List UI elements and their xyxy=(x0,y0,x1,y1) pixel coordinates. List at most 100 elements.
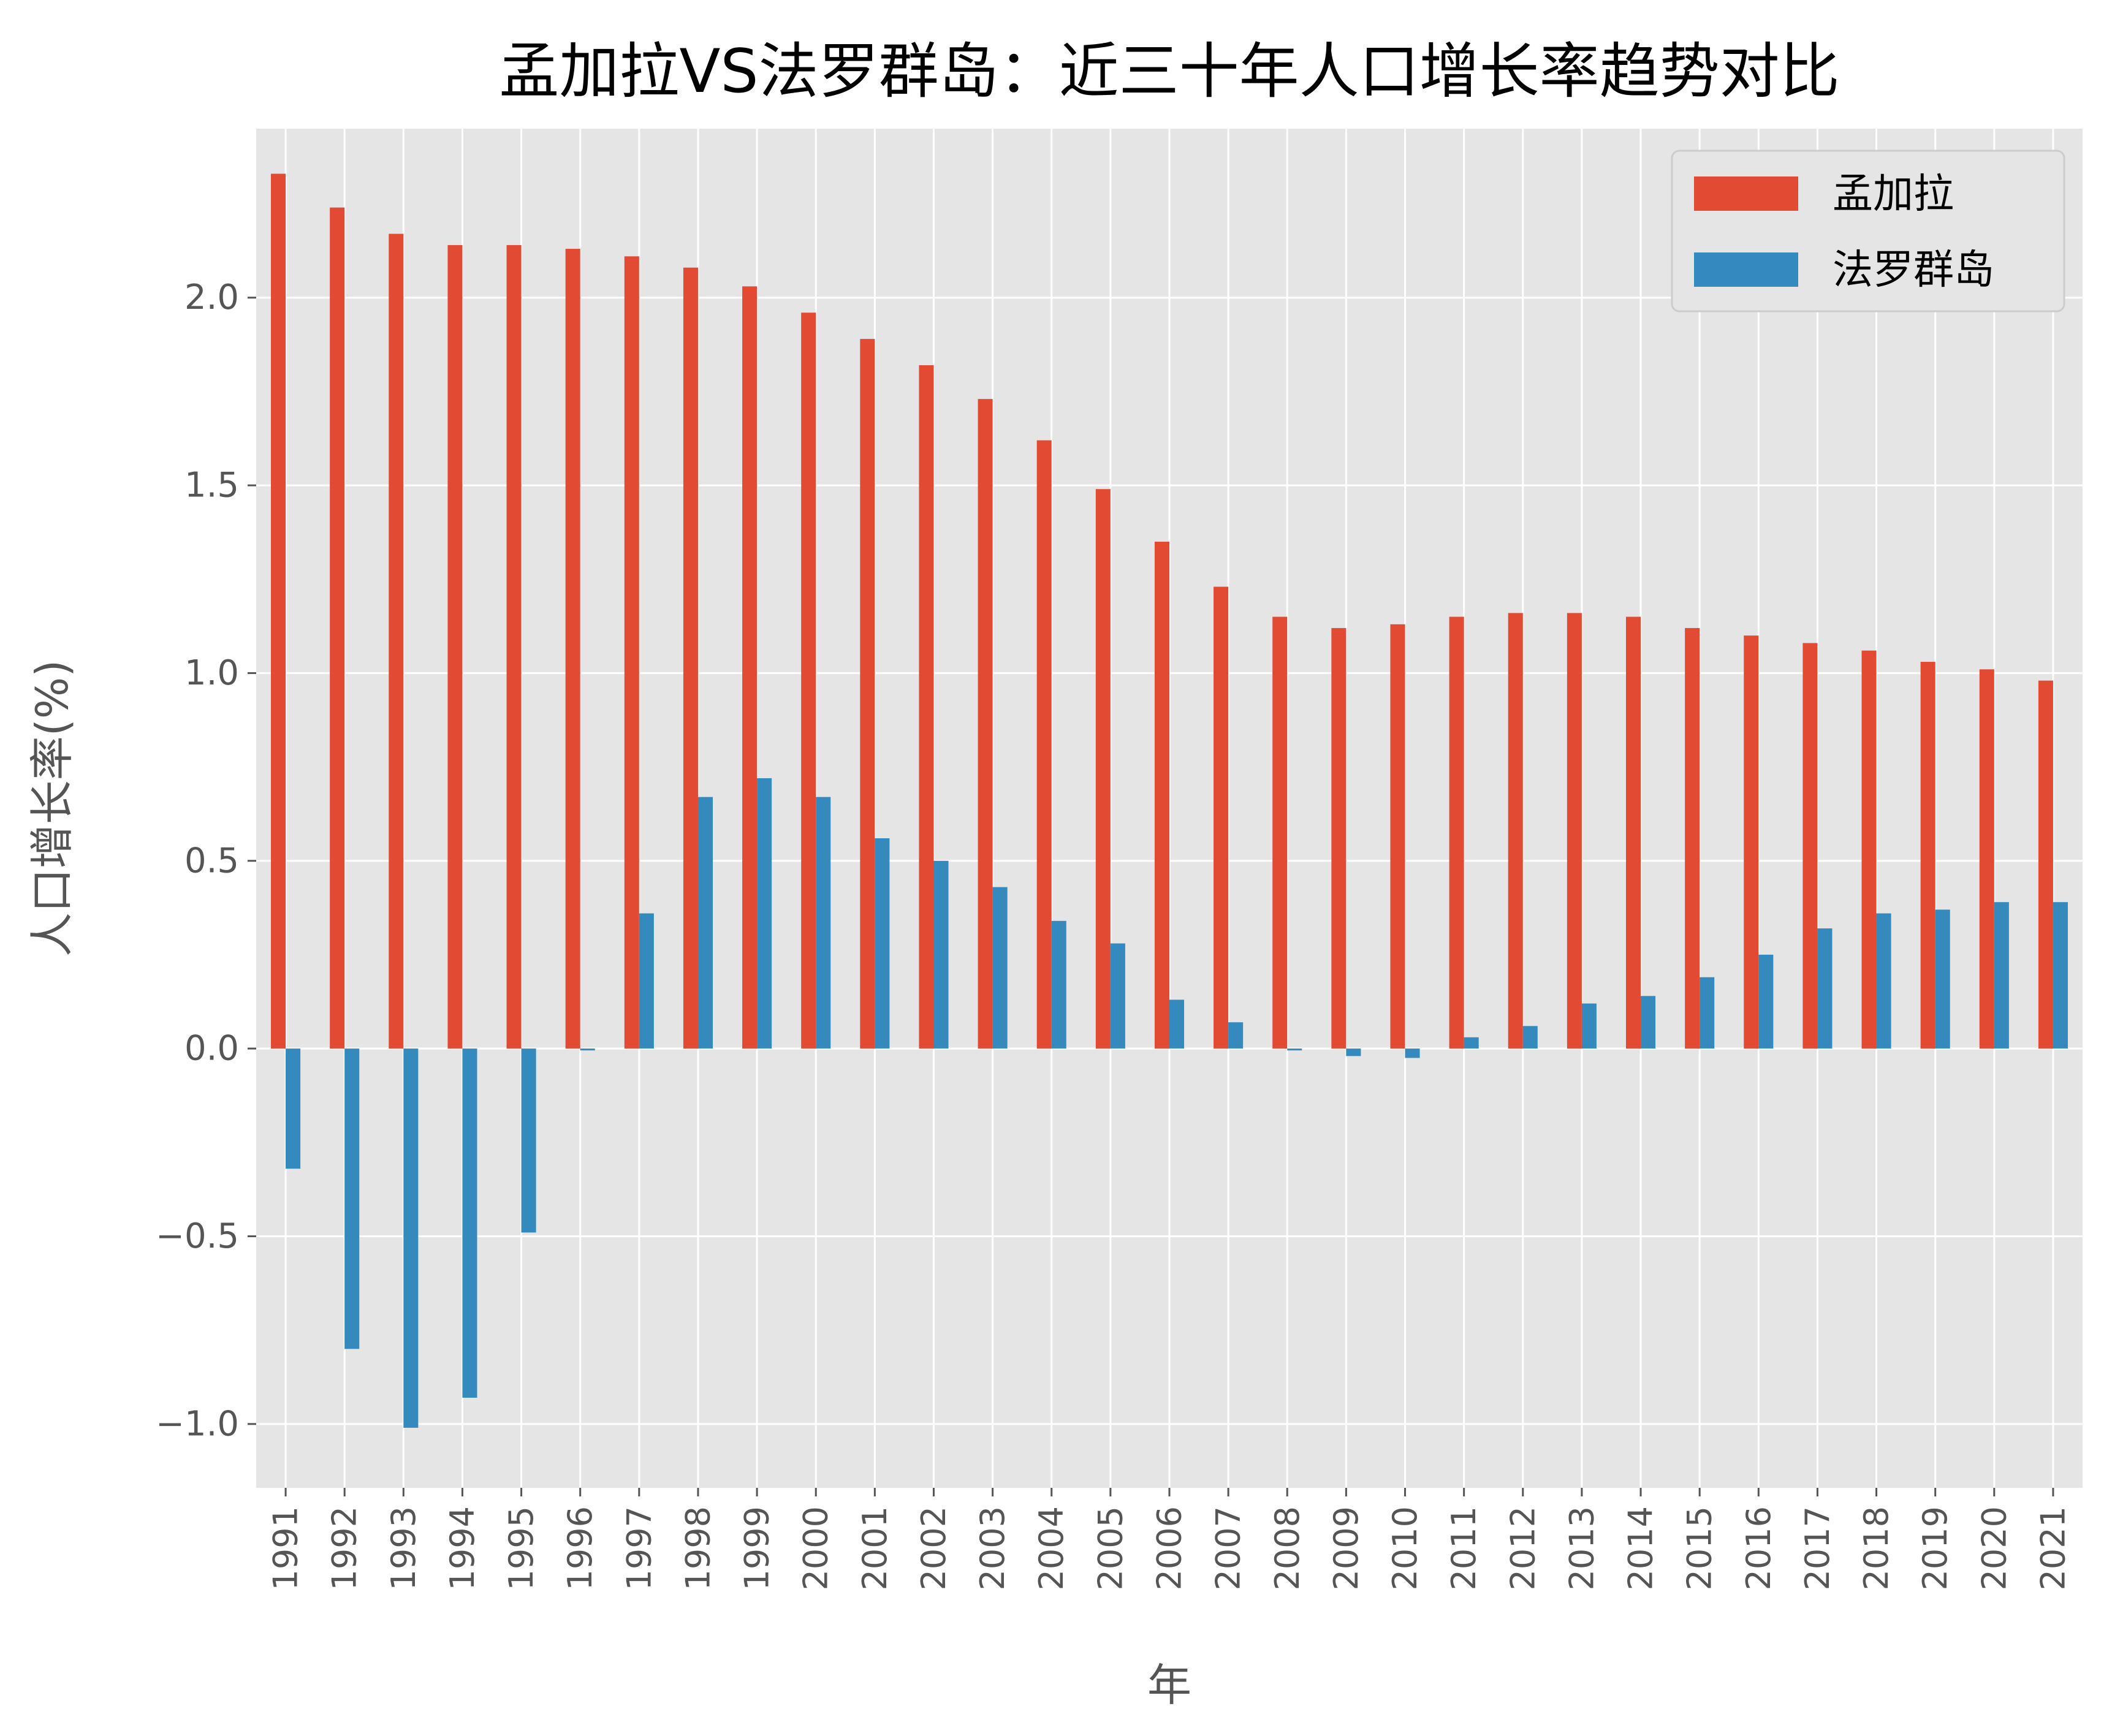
bar-faroe-2020 xyxy=(1994,902,2009,1049)
bar-faroe-1999 xyxy=(757,778,772,1049)
bar-faroe-2007 xyxy=(1228,1022,1244,1049)
bar-bangladesh-2015 xyxy=(1685,627,1700,1049)
x-tick-label: 2020 xyxy=(1975,1506,2013,1590)
bar-faroe-2001 xyxy=(875,838,890,1049)
bar-faroe-2009 xyxy=(1346,1048,1361,1056)
x-axis-label: 年 xyxy=(1147,1659,1191,1711)
bar-faroe-2013 xyxy=(1581,1003,1597,1049)
bar-faroe-2011 xyxy=(1464,1037,1479,1049)
x-tick-label: 1996 xyxy=(561,1506,599,1590)
bar-faroe-2008 xyxy=(1287,1048,1302,1051)
x-tick-label: 1995 xyxy=(502,1506,541,1590)
bar-faroe-2014 xyxy=(1641,996,1656,1049)
bar-bangladesh-1993 xyxy=(389,233,404,1049)
bar-bangladesh-2005 xyxy=(1095,489,1111,1049)
bar-faroe-2005 xyxy=(1110,943,1125,1049)
bar-faroe-2006 xyxy=(1169,999,1185,1049)
bar-bangladesh-2001 xyxy=(860,339,875,1049)
x-tick-label: 1998 xyxy=(678,1506,717,1590)
bar-bangladesh-2006 xyxy=(1154,541,1169,1049)
bar-bangladesh-2021 xyxy=(2038,680,2053,1049)
bar-faroe-2010 xyxy=(1405,1048,1420,1058)
x-tick-label: 1993 xyxy=(384,1506,423,1590)
x-tick-label: 2012 xyxy=(1503,1506,1542,1590)
x-tick-label: 2021 xyxy=(2034,1506,2072,1590)
x-tick-label: 2001 xyxy=(856,1506,894,1590)
x-tick-label: 2010 xyxy=(1386,1506,1424,1590)
bar-bangladesh-2019 xyxy=(1920,662,1935,1049)
bar-faroe-1993 xyxy=(403,1048,419,1428)
legend-label-bangladesh: 孟加拉 xyxy=(1833,170,1954,218)
bar-faroe-2000 xyxy=(816,797,831,1049)
y-tick-label: 1.0 xyxy=(184,653,239,693)
x-tick-label: 2009 xyxy=(1327,1506,1366,1590)
bar-bangladesh-1992 xyxy=(330,207,345,1049)
bar-faroe-1995 xyxy=(521,1048,536,1233)
x-tick-label: 2002 xyxy=(914,1506,953,1590)
x-tick-label: 2017 xyxy=(1798,1506,1837,1590)
bar-bangladesh-2007 xyxy=(1214,586,1229,1049)
x-tick-label: 1994 xyxy=(443,1506,482,1590)
x-tick-label: 2015 xyxy=(1681,1506,1719,1590)
bar-faroe-1998 xyxy=(697,797,713,1049)
chart-title: 孟加拉VS法罗群岛：近三十年人口增长率趋势对比 xyxy=(499,37,1839,107)
bar-faroe-2018 xyxy=(1876,913,1891,1049)
y-tick-label: 1.5 xyxy=(184,466,239,506)
legend-swatch-faroe xyxy=(1694,252,1798,287)
bar-bangladesh-2000 xyxy=(801,313,816,1049)
y-axis-label: 人口增长率(%) xyxy=(26,660,78,957)
x-tick-label: 2018 xyxy=(1857,1506,1896,1590)
y-tick-label: 0.0 xyxy=(184,1029,239,1069)
bar-bangladesh-2016 xyxy=(1744,635,1759,1049)
x-tick-label: 1991 xyxy=(267,1506,305,1590)
bar-faroe-2003 xyxy=(992,887,1008,1049)
x-tick-label: 1992 xyxy=(325,1506,364,1590)
bar-faroe-2021 xyxy=(2053,902,2068,1049)
bar-faroe-1996 xyxy=(580,1048,595,1051)
bar-bangladesh-1995 xyxy=(506,244,522,1049)
legend-label-faroe: 法罗群岛 xyxy=(1833,246,1994,294)
x-tick-label: 2007 xyxy=(1209,1506,1248,1590)
x-tick-label: 2016 xyxy=(1739,1506,1778,1590)
bar-faroe-2019 xyxy=(1935,909,1950,1049)
y-tick-label: −1.0 xyxy=(156,1404,239,1444)
y-tick-label: 0.5 xyxy=(184,841,239,881)
bar-bangladesh-1994 xyxy=(447,244,463,1049)
bar-bangladesh-2003 xyxy=(978,399,993,1049)
x-tick-label: 1997 xyxy=(620,1506,658,1590)
x-tick-label: 2000 xyxy=(797,1506,835,1590)
bar-faroe-1992 xyxy=(344,1048,360,1349)
bar-faroe-1997 xyxy=(639,913,654,1049)
bar-bangladesh-2010 xyxy=(1390,624,1405,1049)
x-tick-label: 2014 xyxy=(1622,1506,1660,1590)
bar-faroe-2016 xyxy=(1758,954,1774,1049)
x-tick-label: 2008 xyxy=(1268,1506,1307,1590)
legend-swatch-bangladesh xyxy=(1694,176,1798,211)
bar-bangladesh-2018 xyxy=(1861,650,1877,1049)
bar-bangladesh-2014 xyxy=(1626,616,1641,1049)
x-tick-label: 2019 xyxy=(1916,1506,1954,1590)
bar-faroe-2002 xyxy=(933,860,949,1049)
x-tick-label: 2013 xyxy=(1562,1506,1601,1590)
x-tick-label: 2003 xyxy=(973,1506,1012,1590)
bars-layer xyxy=(271,173,2068,1428)
bar-faroe-2017 xyxy=(1817,928,1833,1049)
bar-bangladesh-1991 xyxy=(271,173,286,1049)
bar-bangladesh-2011 xyxy=(1449,616,1464,1049)
bar-bangladesh-2013 xyxy=(1567,613,1582,1049)
bar-bangladesh-2017 xyxy=(1802,643,1818,1049)
bar-bangladesh-2009 xyxy=(1331,627,1347,1049)
bar-bangladesh-2004 xyxy=(1036,440,1052,1049)
bar-bangladesh-1998 xyxy=(683,267,698,1049)
bar-bangladesh-1997 xyxy=(624,256,639,1049)
x-axis: 1991 1992 1993 1994 1995 1996 1997 1998 1999 2000… xyxy=(267,1488,2072,1590)
x-tick-label: 2006 xyxy=(1150,1506,1189,1590)
bar-bangladesh-1999 xyxy=(742,286,758,1049)
x-tick-label: 2005 xyxy=(1091,1506,1130,1590)
bar-faroe-2012 xyxy=(1522,1026,1538,1049)
bar-bangladesh-2020 xyxy=(1979,669,1994,1049)
y-tick-label: 2.0 xyxy=(184,278,239,317)
